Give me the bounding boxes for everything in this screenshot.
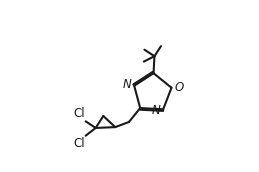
Text: N: N (123, 78, 131, 91)
Text: N: N (152, 104, 161, 117)
Text: O: O (175, 81, 184, 94)
Text: Cl: Cl (73, 108, 85, 120)
Text: Cl: Cl (73, 137, 85, 150)
